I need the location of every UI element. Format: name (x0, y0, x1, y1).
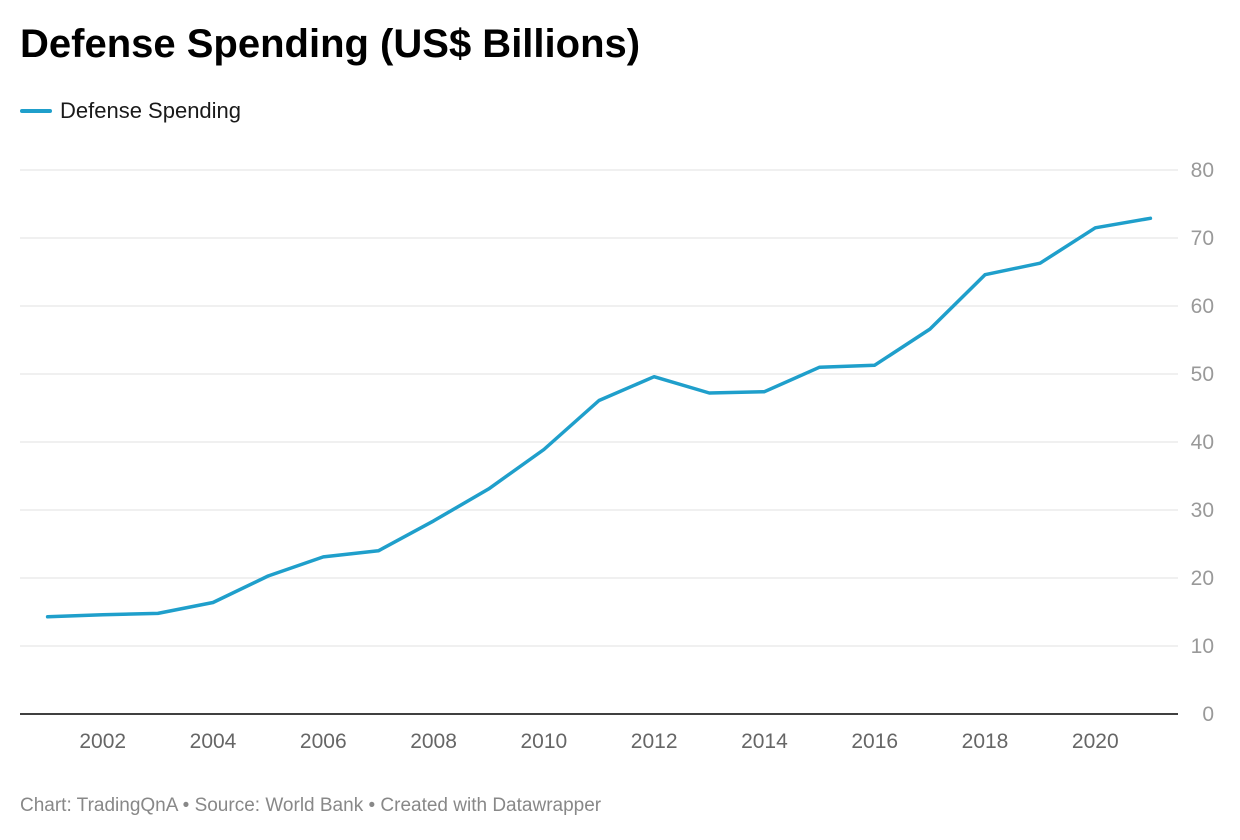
data-point-2010[interactable] (539, 444, 549, 454)
y-tick-label: 10 (1191, 635, 1214, 658)
data-point-2018[interactable] (980, 270, 990, 280)
series-line-defense-spending (45, 216, 1153, 619)
data-point-2007[interactable] (373, 546, 383, 556)
x-tick-label: 2006 (300, 730, 347, 753)
data-point-2012[interactable] (649, 372, 659, 382)
data-point-2020[interactable] (1090, 223, 1100, 233)
legend-label-defense-spending: Defense Spending (60, 98, 242, 123)
x-tick-label: 2016 (851, 730, 898, 753)
x-tick-label: 2012 (631, 730, 678, 753)
x-tick-label: 2004 (190, 730, 237, 753)
y-tick-label: 80 (1191, 159, 1214, 182)
y-tick-label: 40 (1191, 431, 1214, 454)
data-point-2017[interactable] (925, 324, 935, 334)
y-tick-label: 0 (1202, 703, 1214, 726)
data-point-2013[interactable] (704, 388, 714, 398)
x-tick-label: 2008 (410, 730, 457, 753)
x-tick-label: 2002 (79, 730, 126, 753)
x-tick-label: 2014 (741, 730, 788, 753)
series-group (43, 213, 1155, 622)
y-axis: 0 10 20 30 40 50 60 70 80 (1191, 159, 1214, 726)
x-tick-label: 2020 (1072, 730, 1119, 753)
y-tick-label: 70 (1191, 227, 1214, 250)
x-tick-label: 2010 (520, 730, 567, 753)
legend-swatch-defense-spending (20, 109, 52, 113)
data-point-2011[interactable] (594, 396, 604, 406)
x-axis: 2002 2004 2006 2008 2010 2012 2014 2016 2018 2020 (79, 730, 1118, 753)
data-point-2004[interactable] (208, 597, 218, 607)
data-point-2008[interactable] (429, 516, 439, 526)
data-point-2002[interactable] (98, 610, 108, 620)
y-tick-label: 50 (1191, 363, 1214, 386)
data-point-2016[interactable] (870, 360, 880, 370)
y-tick-label: 30 (1191, 499, 1214, 522)
chart-title: Defense Spending (US$ Billions) (20, 22, 641, 66)
data-point-2014[interactable] (759, 387, 769, 397)
legend: Defense Spending (20, 98, 241, 124)
x-tick-label: 2018 (962, 730, 1009, 753)
data-point-2015[interactable] (815, 362, 825, 372)
y-tick-label: 60 (1191, 295, 1214, 318)
y-tick-label: 20 (1191, 567, 1214, 590)
data-point-2019[interactable] (1035, 258, 1045, 268)
data-point-2001[interactable] (43, 612, 53, 622)
data-point-2003[interactable] (153, 608, 163, 618)
chart-footer: Chart: TradingQnA • Source: World Bank •… (20, 795, 602, 816)
data-point-2005[interactable] (263, 571, 273, 581)
data-point-2009[interactable] (484, 484, 494, 494)
data-point-2006[interactable] (318, 552, 328, 562)
data-point-2021[interactable] (1145, 213, 1155, 223)
gridlines (20, 169, 1178, 715)
